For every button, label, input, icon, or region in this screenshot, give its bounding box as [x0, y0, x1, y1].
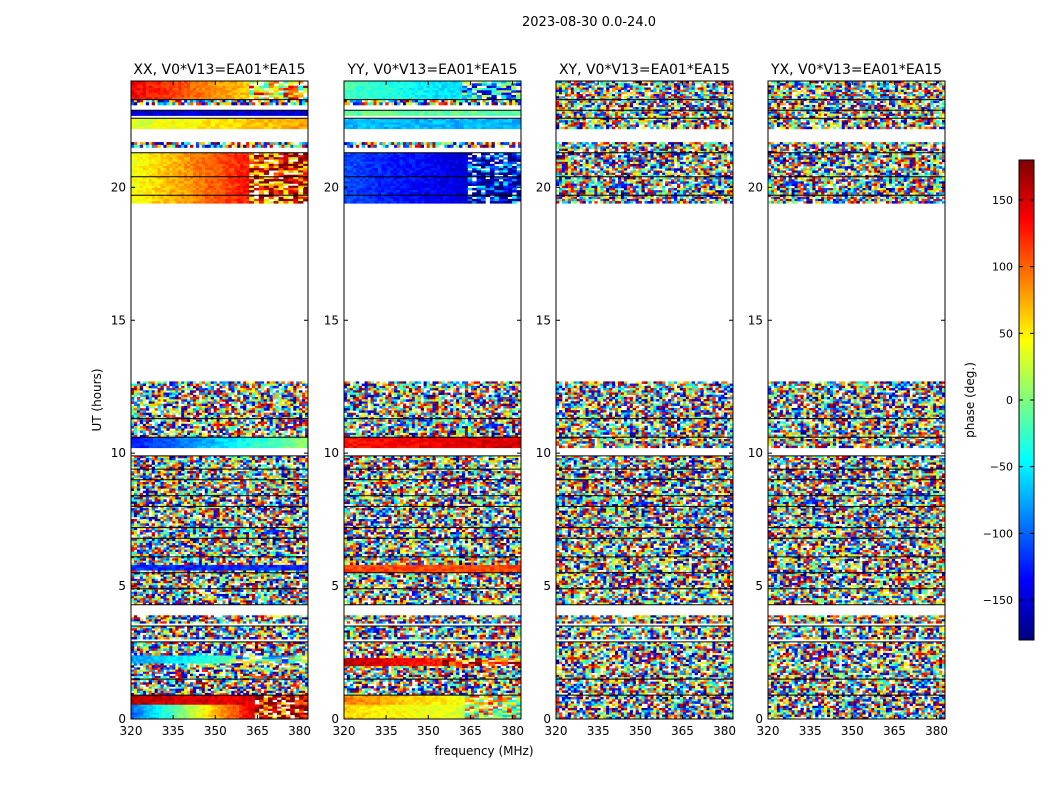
y-tick-label: 10	[748, 446, 763, 460]
x-axis-label: frequency (MHz)	[434, 744, 533, 758]
panel-2: YY, V0*V13=EA01*EA15 320 335 350 365 380 0 5 10 1…	[324, 62, 524, 738]
panel-3: XY, V0*V13=EA01*EA15 320 335 350 365 380 0 5 10 1…	[536, 62, 736, 738]
y-axis-label: UT (hours)	[90, 368, 104, 431]
x-tick-label: 335	[799, 724, 822, 738]
panel-frame	[343, 80, 522, 720]
colorbar-tick-label: 150	[992, 194, 1013, 207]
y-tick-label: 15	[748, 313, 763, 327]
y-tick-label: 0	[118, 712, 126, 726]
colorbar-tick-label: 0	[1006, 394, 1013, 407]
heatmap-image	[131, 81, 308, 719]
y-tick-label: 0	[331, 712, 339, 726]
panel-title: XY, V0*V13=EA01*EA15	[559, 62, 730, 78]
x-tick-label: 350	[417, 724, 440, 738]
y-tick-label: 20	[324, 180, 339, 194]
panel-1: XX, V0*V13=EA01*EA15 320 335 350 365 380 0 5 10 1…	[111, 62, 311, 738]
x-tick-label: 365	[883, 724, 906, 738]
heatmap-image	[344, 81, 521, 719]
y-tick-label: 15	[111, 313, 126, 327]
x-tick-label: 320	[757, 724, 780, 738]
colorbar-tick-label: −150	[983, 594, 1013, 607]
x-tick-label: 365	[246, 724, 269, 738]
y-tick-label: 10	[536, 446, 551, 460]
panel-frame	[555, 80, 734, 720]
x-tick-label: 320	[545, 724, 568, 738]
x-tick-label: 320	[120, 724, 143, 738]
x-tick-label: 350	[204, 724, 227, 738]
x-tick-label: 335	[375, 724, 398, 738]
y-tick-label: 0	[755, 712, 763, 726]
colorbar-tick-label: −50	[990, 461, 1013, 474]
suptitle: 2023-08-30 0.0-24.0	[522, 15, 656, 30]
x-tick-label: 380	[925, 724, 948, 738]
colorbar-tick-label: −100	[983, 527, 1013, 540]
y-tick-label: 15	[324, 313, 339, 327]
y-tick-label: 20	[748, 180, 763, 194]
heatmap-image	[768, 81, 945, 719]
x-tick-label: 380	[501, 724, 524, 738]
y-tick-label: 5	[331, 579, 339, 593]
x-tick-label: 365	[671, 724, 694, 738]
colorbar-tick-label: 50	[999, 327, 1013, 340]
y-tick-label: 5	[118, 579, 126, 593]
y-tick-label: 15	[536, 313, 551, 327]
x-tick-label: 380	[288, 724, 311, 738]
x-tick-label: 335	[162, 724, 185, 738]
panel-title: XX, V0*V13=EA01*EA15	[133, 62, 305, 78]
panel-title: YY, V0*V13=EA01*EA15	[346, 62, 517, 78]
y-tick-label: 0	[543, 712, 551, 726]
y-tick-label: 10	[324, 446, 339, 460]
panel-frame	[130, 80, 309, 720]
x-tick-label: 320	[333, 724, 356, 738]
x-tick-label: 350	[629, 724, 652, 738]
colorbar-tick-label: 100	[992, 261, 1013, 274]
y-tick-label: 5	[543, 579, 551, 593]
colorbar-label: phase (deg.)	[963, 362, 977, 438]
y-tick-label: 20	[111, 180, 126, 194]
colorbar: 150 100 50 0 −50 −100 −150	[983, 159, 1035, 641]
y-tick-label: 5	[755, 579, 763, 593]
panel-title: YX, V0*V13=EA01*EA15	[770, 62, 942, 78]
y-tick-label: 20	[536, 180, 551, 194]
x-tick-label: 365	[459, 724, 482, 738]
x-tick-label: 380	[713, 724, 736, 738]
panel-4: YX, V0*V13=EA01*EA15 320 335 350 365 380 0 5 10 1…	[748, 62, 948, 738]
heatmap-image	[556, 81, 733, 719]
panels-group: XX, V0*V13=EA01*EA15 320 335 350 365 380 0 5 10 1…	[111, 62, 948, 738]
x-tick-label: 335	[587, 724, 610, 738]
panel-frame	[767, 80, 946, 720]
x-tick-label: 350	[841, 724, 864, 738]
y-tick-label: 10	[111, 446, 126, 460]
